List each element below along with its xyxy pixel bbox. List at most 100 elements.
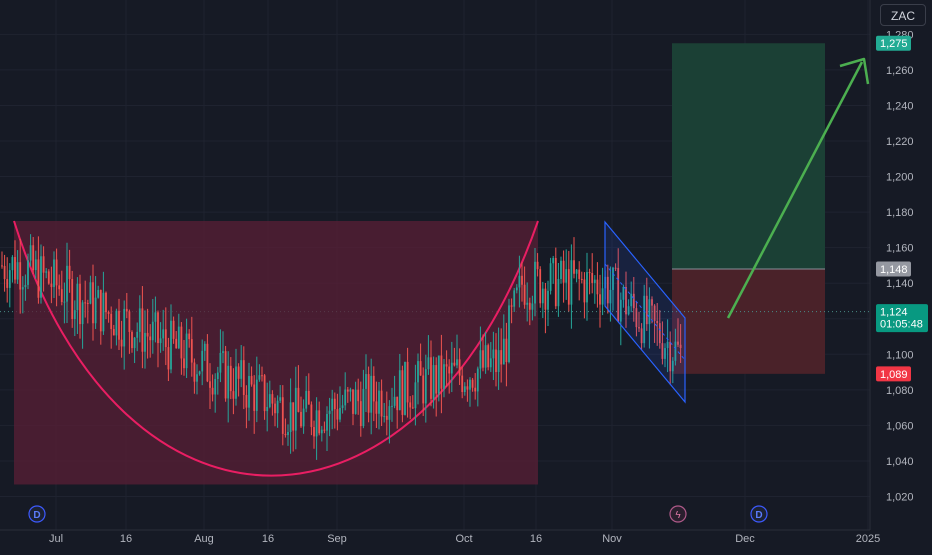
- dividend-marker: [750, 505, 768, 523]
- candle-body: [123, 308, 126, 347]
- candle-body: [570, 260, 573, 305]
- time-tick-label: Aug: [194, 533, 214, 545]
- candle-body: [133, 337, 136, 349]
- price-tick-label: 1,040: [886, 456, 914, 468]
- candle-body: [508, 305, 510, 362]
- candle-body: [432, 365, 435, 399]
- candle-body: [453, 362, 456, 366]
- candle-body: [411, 407, 414, 409]
- candle-body: [471, 379, 474, 388]
- candle-body: [193, 362, 196, 382]
- candle-body: [627, 306, 630, 315]
- candle-body: [14, 257, 16, 280]
- candle-body: [32, 245, 35, 271]
- candle-body: [557, 278, 560, 307]
- target-arrow: [726, 57, 870, 319]
- entry-price-label: [876, 261, 911, 277]
- candle-body: [372, 375, 375, 402]
- price-tick-label: 1,160: [886, 243, 914, 255]
- current-price-label-text: 1,124: [880, 307, 908, 319]
- stop-zone: [672, 268, 825, 374]
- candle-body: [60, 289, 63, 303]
- candle-body: [266, 406, 269, 412]
- candle-body: [8, 270, 11, 288]
- candle-body: [380, 390, 383, 417]
- price-tick-label: 1,140: [886, 278, 914, 290]
- candle-body: [484, 345, 487, 368]
- candle-body: [318, 410, 321, 434]
- candle-body: [164, 329, 167, 348]
- candle-body: [500, 350, 503, 365]
- candle-body: [406, 361, 409, 403]
- candle-body: [528, 302, 531, 310]
- candle-body: [344, 389, 347, 406]
- candle-body: [463, 386, 466, 392]
- candle-body: [258, 375, 261, 380]
- candle-body: [354, 389, 357, 414]
- candle-body: [664, 348, 666, 359]
- candle-body: [58, 285, 61, 290]
- event-markers[interactable]: D Dϟ: [28, 505, 768, 523]
- candle-body: [302, 408, 305, 427]
- candle-body: [292, 402, 295, 431]
- candle-body: [515, 287, 518, 291]
- price-tick-label: 1,200: [886, 172, 914, 184]
- candle-body: [76, 283, 79, 311]
- candle-body: [294, 387, 297, 431]
- candle-body: [677, 341, 679, 345]
- candle-body: [593, 279, 596, 283]
- candle-body: [102, 292, 105, 332]
- candle-body: [549, 263, 552, 291]
- candle-body: [86, 302, 89, 304]
- time-axis[interactable]: Jul 16 Aug 16 Sep Oct 16 Nov Dec 2025: [0, 529, 880, 545]
- candle-body: [3, 265, 6, 280]
- time-tick-label: Dec: [735, 533, 755, 545]
- candle-body: [536, 261, 539, 270]
- candle-body: [229, 365, 232, 392]
- candle-body: [575, 269, 578, 274]
- candle-body: [539, 269, 542, 304]
- candle-body: [274, 403, 276, 414]
- candle-body: [456, 359, 458, 366]
- candle-body: [505, 338, 508, 362]
- arrow-head: [839, 57, 870, 85]
- stop-price-label: [876, 366, 911, 382]
- candle-body: [492, 349, 495, 359]
- candle-body: [128, 311, 131, 332]
- candle-body: [16, 262, 19, 280]
- candle-body: [232, 391, 235, 399]
- price-tick-label: 1,020: [886, 492, 914, 504]
- candle-body: [622, 286, 625, 300]
- candle-body: [144, 332, 146, 352]
- candle-body: [339, 407, 341, 420]
- cup-pattern: [13, 220, 539, 485]
- candle-body: [73, 310, 76, 319]
- flash-marker-label: ϟ: [675, 510, 681, 521]
- candle-body: [393, 396, 396, 406]
- symbol-label[interactable]: ZAC: [880, 4, 926, 26]
- candle-body: [271, 394, 274, 404]
- candle-body: [151, 321, 154, 341]
- position-zones: [0, 43, 870, 374]
- candle-body: [476, 368, 479, 392]
- candle-body: [526, 302, 529, 305]
- candle-body: [180, 326, 183, 359]
- candle-body: [497, 350, 500, 372]
- candle-body: [110, 313, 113, 330]
- candle-body: [599, 294, 601, 305]
- candle-body: [105, 292, 107, 313]
- candle-body: [245, 394, 248, 408]
- price-tick-label: 1,080: [886, 385, 914, 397]
- falling-channel: [604, 220, 686, 404]
- candle-body: [591, 272, 594, 283]
- candle-body: [513, 290, 516, 307]
- candle-body: [55, 259, 58, 286]
- candle-body: [125, 308, 128, 312]
- candle-body: [149, 336, 152, 341]
- candle-body: [255, 379, 258, 411]
- candle-body: [63, 301, 66, 303]
- candle-body: [47, 271, 50, 284]
- candle-body: [79, 283, 81, 325]
